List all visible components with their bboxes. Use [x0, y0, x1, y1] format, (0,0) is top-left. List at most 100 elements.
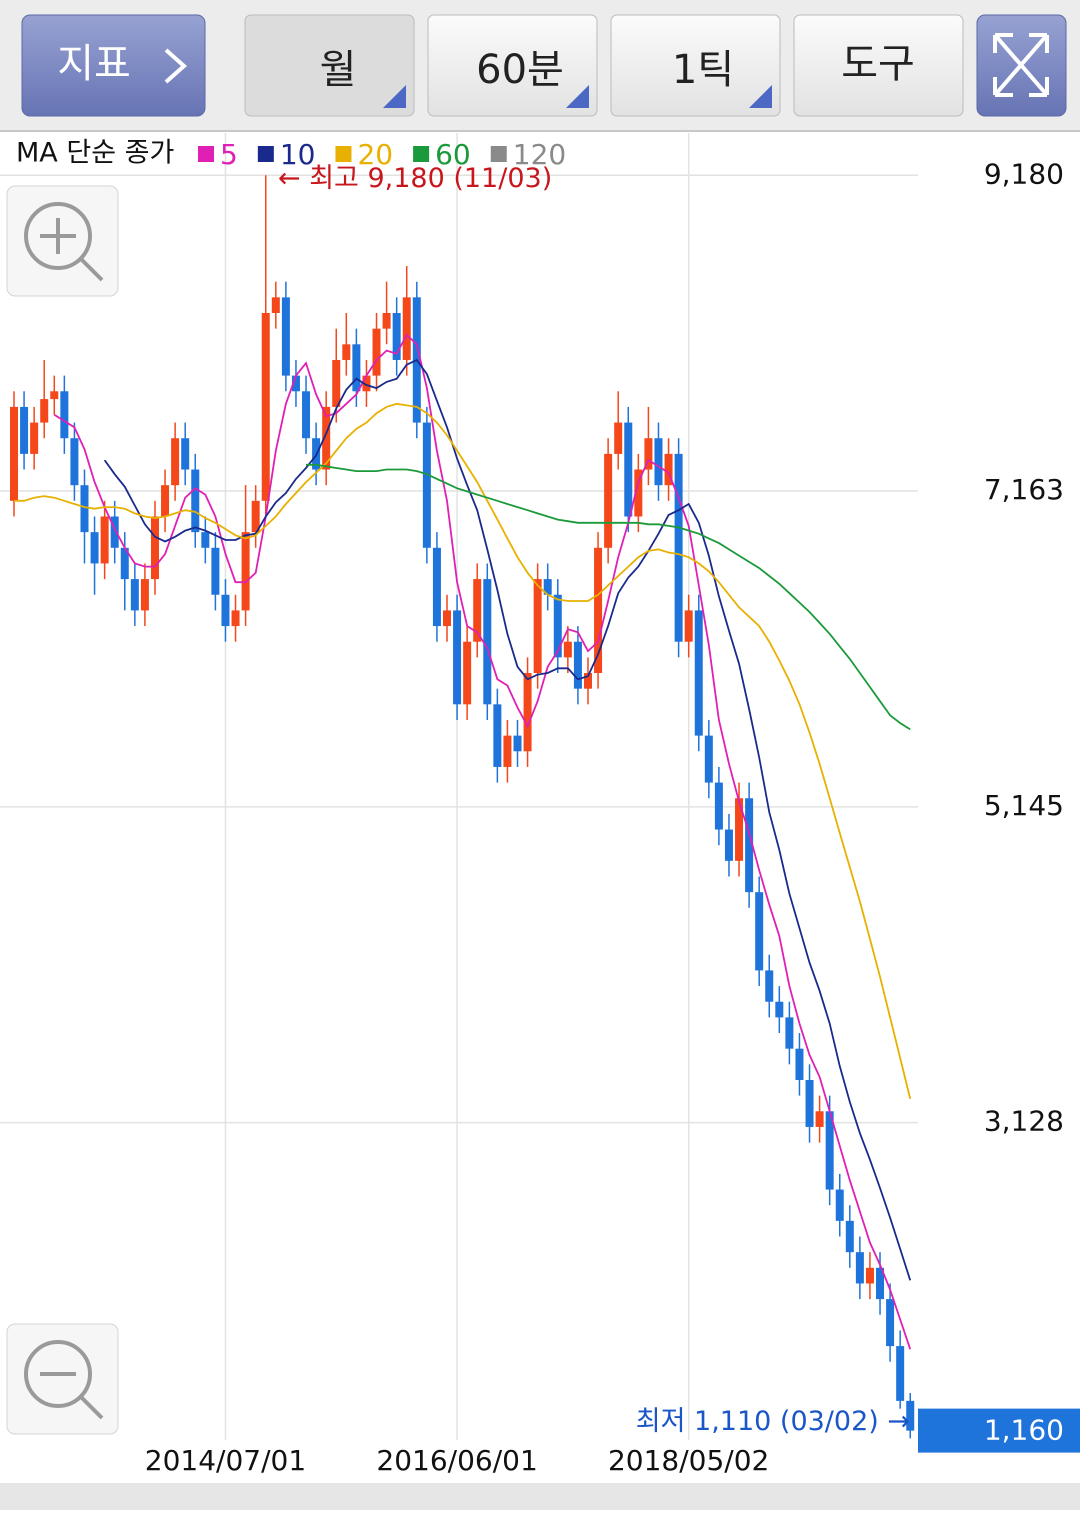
candle-body — [533, 579, 542, 674]
candle-body — [644, 438, 653, 470]
indicator-button[interactable]: 지표 — [21, 14, 206, 117]
candle-body — [422, 422, 431, 548]
candle-body — [291, 375, 300, 392]
x-tick-label: 2016/06/01 — [376, 1444, 537, 1477]
candle-body — [694, 610, 703, 736]
candle-body — [704, 735, 713, 783]
candle-body — [171, 438, 180, 486]
candle-body — [493, 704, 502, 767]
bottom-bar — [0, 1483, 1080, 1510]
button-bg — [427, 14, 598, 117]
expand-icon — [993, 33, 1049, 97]
candle-body — [221, 594, 230, 627]
y-tick-label: 3,128 — [984, 1105, 1064, 1138]
period-button[interactable]: 월 — [244, 14, 415, 117]
candle-body — [251, 500, 260, 533]
ma-line — [103, 358, 912, 1281]
candle-body — [281, 297, 290, 376]
candle-body — [805, 1079, 814, 1127]
interval-button[interactable]: 60분 — [427, 14, 598, 117]
ma-line — [306, 463, 911, 731]
candle-body — [402, 297, 411, 360]
candle-body — [50, 391, 59, 400]
candle-body — [573, 641, 582, 689]
legend-label: 20 — [357, 138, 393, 171]
candle-body — [80, 485, 89, 533]
candle-body — [876, 1267, 885, 1300]
candle-body — [714, 782, 723, 830]
expand-button[interactable] — [976, 14, 1067, 117]
tick-button[interactable]: 1틱 — [610, 14, 781, 117]
y-tick-label: 7,163 — [984, 473, 1064, 506]
button-label: 60분 — [476, 47, 564, 93]
y-tick-label: 5,145 — [984, 789, 1064, 822]
ma-line — [53, 333, 912, 1350]
candle-body — [161, 485, 170, 517]
candle-body — [181, 438, 190, 470]
candle-body — [896, 1346, 905, 1401]
legend-swatch — [490, 146, 507, 162]
candle-body — [886, 1299, 895, 1347]
button-bg — [244, 14, 415, 117]
chevron-icon — [164, 48, 188, 84]
candle-body — [906, 1400, 915, 1431]
tool-button[interactable]: 도구 — [793, 14, 964, 117]
zoom-out-button[interactable] — [6, 1323, 119, 1435]
legend-swatch — [257, 146, 274, 162]
candle-body — [845, 1220, 854, 1253]
plot: 9,180 7,163 5,145 3,128 2014/07/01 2016/06/01… — [0, 133, 1064, 1477]
candle-body — [775, 1001, 784, 1018]
candle-body — [483, 579, 492, 705]
candle-body — [724, 829, 733, 861]
candle-body — [825, 1111, 834, 1190]
candle-body — [110, 516, 119, 548]
candle-body — [432, 547, 441, 627]
dropdown-triangle — [383, 85, 406, 108]
candle-body — [604, 453, 613, 548]
candle-body — [583, 673, 592, 689]
button-label: 지표 — [57, 41, 131, 87]
candle-body — [342, 344, 351, 360]
candle-body — [513, 735, 522, 752]
candle-body — [201, 532, 210, 548]
legend: 5 10 20 60 120 — [198, 138, 566, 171]
low-annotation: 최저 1,110 (03/02) → — [636, 1406, 910, 1437]
magnifier-icon — [24, 1340, 92, 1408]
candle-body — [614, 422, 623, 454]
candle-body — [553, 594, 562, 658]
candle-body — [20, 406, 29, 454]
button-bg — [21, 14, 206, 117]
candle-body — [815, 1111, 824, 1127]
legend-label: 60 — [435, 138, 471, 171]
candle-body — [382, 313, 391, 329]
candle-body — [60, 391, 69, 439]
candle-body — [40, 399, 49, 423]
candle-body — [865, 1267, 874, 1284]
candle-body — [443, 610, 452, 627]
legend-label: 5 — [220, 138, 238, 171]
zoom-in-button[interactable] — [6, 185, 119, 297]
candle-body — [674, 453, 683, 642]
magnifier-icon — [40, 1372, 104, 1420]
candle-body — [191, 469, 200, 533]
magnifier-icon — [40, 218, 104, 282]
current-price-box — [918, 1408, 1080, 1453]
candle-body — [231, 610, 240, 627]
candle-body — [745, 798, 754, 893]
dropdown-triangle — [749, 85, 772, 108]
candle-body — [392, 313, 401, 360]
high-annotation: ← 최고 9,180 (11/03) — [278, 163, 552, 194]
candle-body — [664, 453, 673, 486]
candle-body — [211, 547, 220, 595]
candle-body — [271, 297, 280, 314]
candle-body — [795, 1048, 804, 1080]
candle-body — [322, 406, 331, 470]
candle-body — [755, 892, 764, 971]
candle-body — [302, 391, 311, 439]
candle-body — [362, 375, 371, 392]
button-label: 도구 — [841, 41, 915, 87]
legend-label: 10 — [280, 138, 316, 171]
candle-body — [735, 798, 744, 861]
